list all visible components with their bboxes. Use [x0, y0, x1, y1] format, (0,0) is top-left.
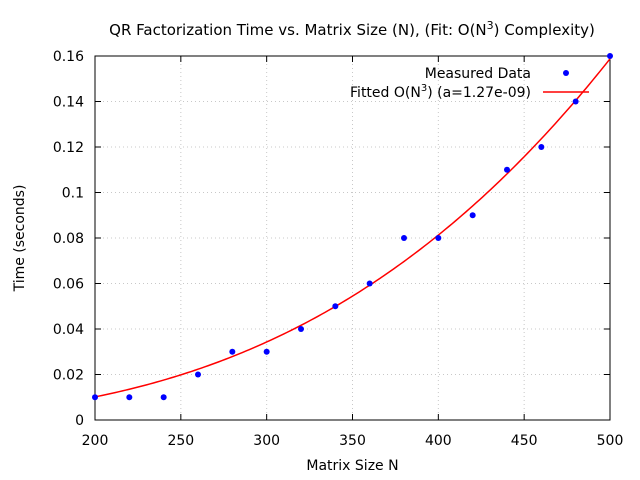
legend-measured-marker [563, 70, 569, 76]
y-tick-label: 0.1 [62, 186, 84, 202]
legend: Measured Data Fitted O(N3) (a=1.27e-09) [350, 66, 589, 101]
x-tick-label: 200 [82, 433, 109, 449]
data-point [126, 394, 133, 401]
data-point [229, 348, 236, 355]
data-point [504, 166, 510, 173]
grid [95, 56, 610, 420]
x-tick-label: 300 [253, 433, 280, 449]
y-axis-label: Time (seconds) [12, 185, 28, 293]
x-axis-label: Matrix Size N [306, 458, 398, 474]
data-point [160, 394, 167, 401]
data-point [298, 326, 304, 332]
x-tick-label: 250 [167, 433, 194, 449]
data-point [263, 348, 270, 355]
plot-frame [94, 55, 611, 421]
y-tick-label: 0.02 [53, 368, 84, 384]
x-tick-label: 450 [511, 433, 538, 449]
fitted-curve [94, 58, 611, 398]
axis-ticks [94, 55, 611, 421]
data-point [469, 212, 476, 219]
data-point [92, 394, 98, 401]
y-tick-label: 0.06 [53, 277, 84, 293]
data-point [607, 53, 613, 59]
data-point [435, 235, 442, 241]
y-tick-label: 0.04 [53, 322, 84, 338]
y-tick-label: 0.14 [53, 95, 84, 111]
legend-measured-label: Measured Data [425, 66, 531, 82]
chart-title: QR Factorization Time vs. Matrix Size (N… [109, 19, 595, 39]
measured-points [92, 53, 613, 401]
tick-labels: 200 250 300 350 400 450 500 0 0.02 0.04 0.06 0.08 0.… [53, 49, 624, 449]
data-point [332, 303, 339, 310]
y-tick-label: 0.16 [53, 49, 84, 65]
data-point [538, 144, 545, 150]
data-point [195, 371, 201, 378]
legend-fitted-label: Fitted O(N3) (a=1.27e-09) [350, 83, 531, 101]
x-tick-label: 350 [339, 433, 366, 449]
data-point [401, 235, 407, 241]
data-point [572, 98, 579, 105]
y-tick-label: 0.12 [53, 140, 84, 156]
x-tick-label: 500 [597, 433, 624, 449]
data-point [366, 280, 373, 287]
y-tick-label: 0 [75, 413, 84, 429]
x-tick-label: 400 [425, 433, 452, 449]
y-tick-label: 0.08 [53, 231, 84, 247]
